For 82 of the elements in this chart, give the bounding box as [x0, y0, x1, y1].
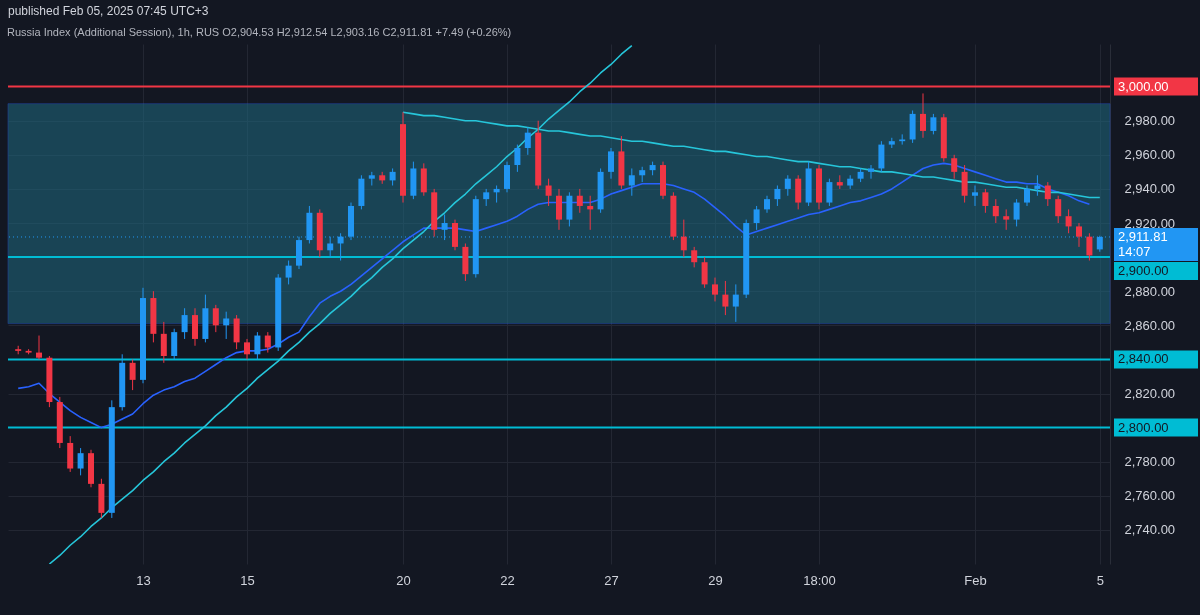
- candlestick: [712, 277, 718, 302]
- candlestick: [587, 195, 594, 231]
- candlestick: [1044, 181, 1051, 207]
- candlestick: [452, 219, 458, 251]
- candlestick: [972, 185, 978, 207]
- y-tick-label: 2,980.00: [1124, 113, 1176, 129]
- ref-line-label: 2,840.00: [1118, 351, 1169, 367]
- candlestick: [212, 304, 219, 333]
- candlestick: [77, 447, 84, 476]
- candlestick: [920, 92, 926, 139]
- candlestick: [826, 178, 833, 207]
- candlestick: [524, 127, 531, 156]
- candlestick: [1024, 185, 1030, 207]
- candlestick: [1013, 198, 1020, 227]
- candlestick: [171, 328, 178, 360]
- chart-title: Russia Index (Additional Session), 1h, RUS O2,904.53 H2,912.54 L2,903.16 C2,911.81 +7.49 (+0.26%): [7, 26, 512, 38]
- candlestick: [160, 321, 167, 364]
- candlestick: [1086, 232, 1093, 262]
- candlestick: [753, 205, 760, 231]
- candlestick: [285, 260, 292, 285]
- x-tick-label: 20: [396, 572, 411, 588]
- y-tick-label: 2,820.00: [1124, 386, 1176, 402]
- candlestick: [181, 307, 188, 340]
- y-tick-label: 2,740.00: [1124, 522, 1176, 538]
- candlestick: [930, 113, 937, 135]
- candlestick: [608, 147, 614, 180]
- candlestick: [899, 133, 906, 146]
- y-tick-label: 2,860.00: [1124, 317, 1176, 333]
- ref-line-label: 2,900.00: [1118, 262, 1169, 278]
- candlestick: [545, 178, 552, 207]
- candlestick: [1003, 208, 1010, 231]
- ref-line-label: 2,800.00: [1118, 419, 1169, 435]
- candlestick: [701, 256, 708, 289]
- ref-line-label: 2,911.81 14:07: [1118, 228, 1168, 259]
- candlestick: [878, 140, 885, 173]
- candlestick: [504, 161, 510, 193]
- y-tick-label: 2,760.00: [1124, 488, 1176, 504]
- x-tick-label: 27: [604, 572, 619, 588]
- y-tick-label: 2,940.00: [1124, 181, 1176, 197]
- text: published Feb 05, 2025 07:45 UTC+3: [8, 4, 209, 18]
- candlestick: [868, 164, 874, 180]
- candlestick: [36, 335, 42, 360]
- candlestick: [680, 219, 687, 258]
- candlestick: [722, 280, 729, 316]
- candlestick: [951, 154, 958, 180]
- candlestick: [628, 167, 635, 197]
- candlestick: [254, 331, 261, 360]
- x-tick-label: 5: [1096, 572, 1104, 588]
- candlestick: [129, 358, 136, 391]
- candlestick: [795, 174, 802, 210]
- candlestick: [514, 144, 521, 173]
- x-tick-label: 13: [136, 572, 151, 588]
- candlestick: [1055, 195, 1062, 224]
- x-tick-label: Feb: [964, 572, 987, 588]
- candlestick: [566, 191, 573, 227]
- candlestick: [992, 198, 999, 224]
- x-tick-label: 18:00: [803, 572, 836, 588]
- candlestick: [556, 188, 562, 231]
- candlestick: [223, 311, 230, 340]
- x-tick-label: 15: [240, 572, 255, 588]
- x-tick-label: 22: [500, 572, 515, 588]
- ref-line-label: 3,000.00: [1118, 78, 1169, 94]
- y-tick-label: 2,780.00: [1124, 454, 1176, 470]
- y-tick-label: 2,880.00: [1124, 283, 1176, 299]
- candlestick: [784, 174, 791, 197]
- candlestick: [1034, 174, 1041, 197]
- candlestick: [420, 162, 427, 197]
- candlestick: [264, 331, 271, 354]
- candlestick: [732, 283, 739, 323]
- candlestick: [233, 314, 240, 350]
- candlestick: [576, 188, 583, 214]
- x-tick-label: 29: [708, 572, 723, 588]
- y-tick-label: 2,920.00: [1124, 215, 1176, 231]
- candlestick: [244, 338, 250, 360]
- candlestick: [961, 164, 968, 204]
- candlestick: [982, 188, 989, 214]
- candlestick: [691, 246, 698, 268]
- candlestick: [1076, 222, 1082, 248]
- candlestick: [774, 185, 781, 207]
- candlestick: [1065, 208, 1072, 234]
- y-tick-label: 2,960.00: [1124, 147, 1176, 163]
- candlestick: [192, 307, 198, 347]
